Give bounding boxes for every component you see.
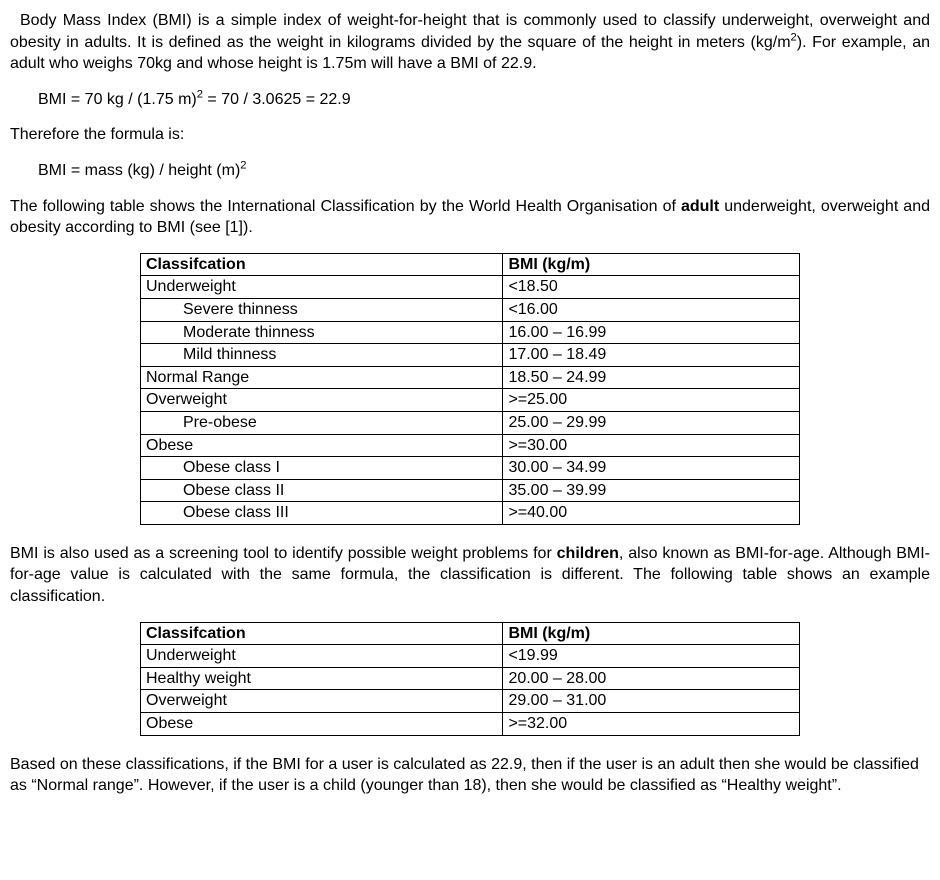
table-row: Severe thinness<16.00 bbox=[141, 298, 800, 321]
table-intro-bold: adult bbox=[681, 198, 719, 215]
table-row: Normal Range18.50 – 24.99 bbox=[141, 366, 800, 389]
table-row: Obese class II35.00 – 39.99 bbox=[141, 479, 800, 502]
header-classification: Classifcation bbox=[141, 622, 503, 645]
cell-classification: Severe thinness bbox=[141, 298, 503, 321]
ex-formula-suffix: = 70 / 3.0625 = 22.9 bbox=[203, 91, 351, 108]
cell-classification: Healthy weight bbox=[141, 667, 503, 690]
cell-bmi: 16.00 – 16.99 bbox=[503, 321, 800, 344]
children-intro-bold: children bbox=[557, 545, 619, 562]
cell-classification: Pre-obese bbox=[141, 411, 503, 434]
cell-classification: Moderate thinness bbox=[141, 321, 503, 344]
table-header-row: Classifcation BMI (kg/m) bbox=[141, 622, 800, 645]
header-bmi: BMI (kg/m) bbox=[503, 253, 800, 276]
cell-bmi: 35.00 – 39.99 bbox=[503, 479, 800, 502]
cell-bmi: 30.00 – 34.99 bbox=[503, 457, 800, 480]
conclusion-paragraph: Based on these classifications, if the B… bbox=[10, 754, 930, 797]
table-row: Obese>=30.00 bbox=[141, 434, 800, 457]
cell-bmi: <16.00 bbox=[503, 298, 800, 321]
table-row: Obese class III>=40.00 bbox=[141, 502, 800, 525]
cell-classification: Overweight bbox=[141, 690, 503, 713]
cell-classification: Obese class II bbox=[141, 479, 503, 502]
cell-bmi: 20.00 – 28.00 bbox=[503, 667, 800, 690]
gen-formula-prefix: BMI = mass (kg) / height (m) bbox=[38, 162, 240, 179]
adult-bmi-table: Classifcation BMI (kg/m) Underweight<18.… bbox=[140, 253, 800, 525]
cell-bmi: <18.50 bbox=[503, 276, 800, 299]
cell-classification: Underweight bbox=[141, 645, 503, 668]
cell-bmi: >=30.00 bbox=[503, 434, 800, 457]
table-row: Healthy weight20.00 – 28.00 bbox=[141, 667, 800, 690]
header-bmi: BMI (kg/m) bbox=[503, 622, 800, 645]
cell-bmi: >=25.00 bbox=[503, 389, 800, 412]
cell-classification: Overweight bbox=[141, 389, 503, 412]
cell-classification: Obese class III bbox=[141, 502, 503, 525]
cell-classification: Normal Range bbox=[141, 366, 503, 389]
table-row: Underweight<19.99 bbox=[141, 645, 800, 668]
table-intro-prefix: The following table shows the Internatio… bbox=[10, 198, 681, 215]
table-row: Underweight<18.50 bbox=[141, 276, 800, 299]
cell-bmi: >=32.00 bbox=[503, 713, 800, 736]
cell-bmi: 25.00 – 29.99 bbox=[503, 411, 800, 434]
table-row: Overweight29.00 – 31.00 bbox=[141, 690, 800, 713]
example-formula: BMI = 70 kg / (1.75 m)2 = 70 / 3.0625 = … bbox=[38, 89, 930, 111]
table-header-row: Classifcation BMI (kg/m) bbox=[141, 253, 800, 276]
table-row: Mild thinness17.00 – 18.49 bbox=[141, 344, 800, 367]
table-row: Obese>=32.00 bbox=[141, 713, 800, 736]
header-classification: Classifcation bbox=[141, 253, 503, 276]
cell-bmi: 17.00 – 18.49 bbox=[503, 344, 800, 367]
child-bmi-table: Classifcation BMI (kg/m) Underweight<19.… bbox=[140, 622, 800, 736]
gen-formula-sup: 2 bbox=[240, 160, 246, 172]
general-formula: BMI = mass (kg) / height (m)2 bbox=[38, 160, 930, 182]
cell-classification: Underweight bbox=[141, 276, 503, 299]
ex-formula-prefix: BMI = 70 kg / (1.75 m) bbox=[38, 91, 197, 108]
cell-classification: Obese bbox=[141, 713, 503, 736]
cell-bmi: <19.99 bbox=[503, 645, 800, 668]
cell-classification: Obese class I bbox=[141, 457, 503, 480]
cell-classification: Obese bbox=[141, 434, 503, 457]
cell-bmi: 18.50 – 24.99 bbox=[503, 366, 800, 389]
therefore-text: Therefore the formula is: bbox=[10, 124, 930, 146]
table-row: Overweight>=25.00 bbox=[141, 389, 800, 412]
children-intro-prefix: BMI is also used as a screening tool to … bbox=[10, 545, 557, 562]
table-row: Pre-obese25.00 – 29.99 bbox=[141, 411, 800, 434]
children-intro-paragraph: BMI is also used as a screening tool to … bbox=[10, 543, 930, 608]
cell-bmi: >=40.00 bbox=[503, 502, 800, 525]
cell-classification: Mild thinness bbox=[141, 344, 503, 367]
table-row: Moderate thinness16.00 – 16.99 bbox=[141, 321, 800, 344]
intro-paragraph: Body Mass Index (BMI) is a simple index … bbox=[10, 10, 930, 75]
cell-bmi: 29.00 – 31.00 bbox=[503, 690, 800, 713]
table-intro-paragraph: The following table shows the Internatio… bbox=[10, 196, 930, 239]
table-row: Obese class I30.00 – 34.99 bbox=[141, 457, 800, 480]
